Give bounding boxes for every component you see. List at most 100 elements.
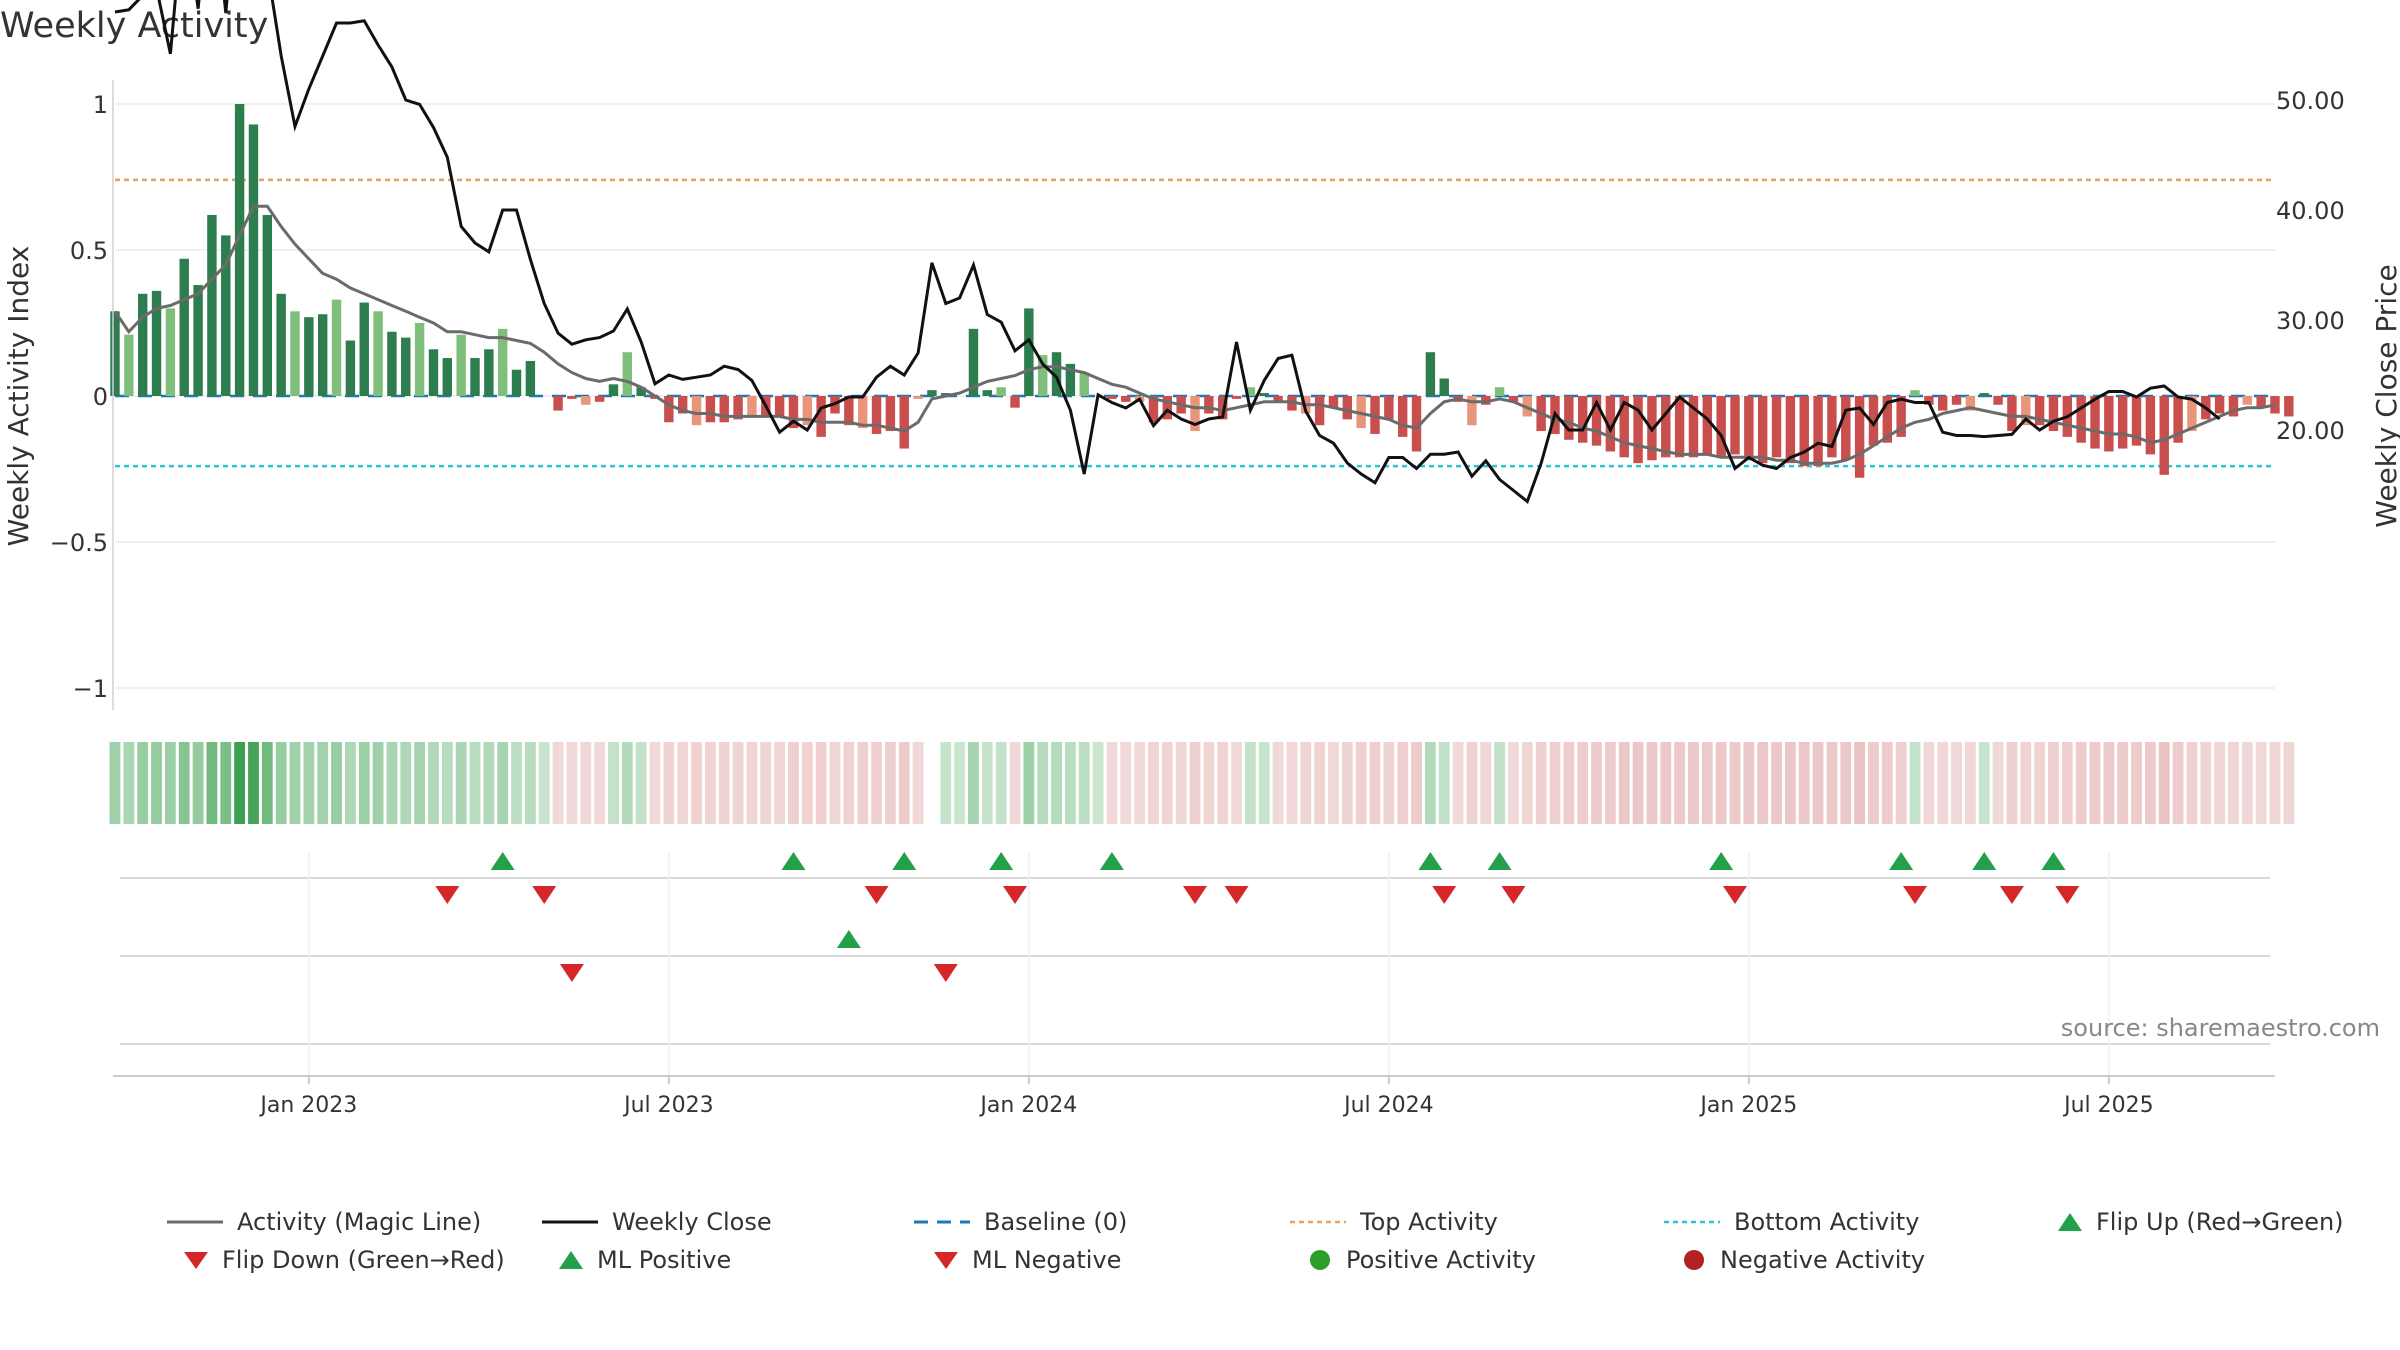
flip-down-marker (1501, 886, 1526, 904)
heat-strip-cell (2186, 742, 2198, 824)
heat-strip-cell (1231, 742, 1242, 824)
activity-bar (151, 290, 162, 396)
activity-bar (871, 396, 882, 434)
heat-strip-cell (2020, 742, 2032, 824)
activity-bar (1259, 393, 1269, 396)
heat-strip-cell (455, 742, 467, 824)
heat-strip-cell (1480, 742, 1492, 824)
heat-strip-cell (1314, 742, 1326, 824)
heat-strip-cell (1743, 742, 1755, 824)
activity-bar (110, 311, 120, 396)
flip-up-marker (892, 852, 917, 870)
heat-strip-cell (1134, 742, 1146, 824)
activity-bar (1591, 396, 1602, 446)
heat-strip-cell (1660, 742, 1672, 824)
activity-bar (2034, 396, 2045, 426)
dotted-line-orange-icon (1290, 1220, 1346, 1224)
activity-bar (1107, 396, 1117, 399)
activity-bar (1605, 396, 1616, 452)
activity-bar (331, 299, 342, 396)
heat-strip-cell (123, 742, 135, 824)
activity-bar (470, 358, 480, 396)
activity-bar (1633, 396, 1643, 464)
activity-bar (1217, 396, 1228, 420)
x-tick-label: Jan 2025 (1698, 1093, 1797, 1118)
flip-down-marker (1224, 886, 1249, 904)
heat-strip-cell (1881, 742, 1893, 824)
heat-strip-cell (635, 742, 647, 824)
y-right-tick-label: 60.00 (2276, 0, 2345, 5)
heat-strip-cell (2158, 742, 2170, 824)
heat-strip-cell (1715, 742, 1727, 824)
solid-line-gray-icon (167, 1220, 223, 1224)
heat-strip-cell (1438, 742, 1450, 824)
activity-bar (345, 340, 356, 396)
heat-strip-cell (275, 742, 287, 824)
heat-strip-cell (2172, 742, 2184, 824)
heat-strip-cell (2214, 742, 2226, 824)
legend-item-magic-line: Activity (Magic Line) (165, 1205, 481, 1239)
activity-bar (484, 349, 494, 396)
activity-bar (1896, 396, 1906, 437)
activity-bar (1827, 396, 1837, 458)
heat-strip-cell (718, 742, 730, 824)
heat-strip-cell (1937, 742, 1949, 824)
heat-strip-cell (1286, 742, 1298, 824)
activity-bar (1148, 396, 1159, 423)
activity-bar (719, 396, 729, 423)
activity-bar (1425, 352, 1436, 396)
heat-strip-cell (1701, 742, 1713, 824)
magic-line (113, 204, 2276, 465)
activity-bar (1051, 352, 1062, 396)
heat-strip-cell (580, 742, 592, 824)
activity-bar (1079, 372, 1089, 396)
heat-strip-cell (344, 742, 356, 824)
heat-strip-cell (621, 742, 633, 824)
heat-strip-cell (1023, 742, 1035, 824)
heat-strip-cell (1009, 742, 1021, 824)
heat-strip-cell (843, 742, 855, 824)
heat-strip-cell (1494, 742, 1506, 824)
activity-bar (1037, 355, 1048, 396)
heat-strip-cell (1909, 742, 1921, 824)
activity-bar (1702, 396, 1713, 455)
flip-down-marker (1003, 886, 1027, 904)
heat-strip-cell (151, 742, 162, 824)
activity-bar (1813, 396, 1823, 467)
activity-bar (636, 387, 646, 396)
heat-strip-cell (898, 742, 910, 824)
x-tick-label: Jan 2024 (978, 1093, 1077, 1118)
activity-bar (442, 358, 453, 396)
heat-strip-cell (497, 742, 509, 824)
activity-bar (2173, 396, 2183, 443)
ml-negative-marker (559, 964, 584, 982)
heat-strip-cell (1328, 742, 1339, 824)
activity-bar (816, 396, 826, 437)
heat-strip-cell (2006, 742, 2018, 824)
heat-strip-cell (2200, 742, 2212, 824)
heat-strip-cell (192, 742, 204, 824)
activity-bar (1951, 396, 1962, 405)
heat-strip-cell (1577, 742, 1589, 824)
heat-strip-cell (358, 742, 370, 824)
heat-strip-cell (815, 742, 827, 824)
heat-strip-cell (1508, 742, 1519, 824)
heat-strip-cell (677, 742, 689, 824)
heat-strip-cell (857, 742, 869, 824)
legend-item-negative-activity: Negative Activity (1680, 1243, 1925, 1277)
heat-strip-cell (2228, 742, 2239, 824)
heat-strip-cell (469, 742, 481, 824)
heat-strip-cell (2144, 742, 2156, 824)
activity-bar (1439, 378, 1449, 396)
activity-bar (387, 331, 397, 396)
activity-bar (1965, 396, 1976, 411)
activity-bar (968, 328, 979, 396)
activity-bar (1799, 396, 1809, 467)
flip-down-marker (1183, 886, 1207, 904)
activity-bar (1342, 396, 1353, 420)
heat-strip-cell (1189, 742, 1201, 824)
heat-strip-cell (954, 742, 966, 824)
x-tick-label: Jul 2023 (622, 1093, 714, 1118)
activity-bar (1121, 396, 1131, 402)
heat-strip-cell (1992, 742, 2004, 824)
